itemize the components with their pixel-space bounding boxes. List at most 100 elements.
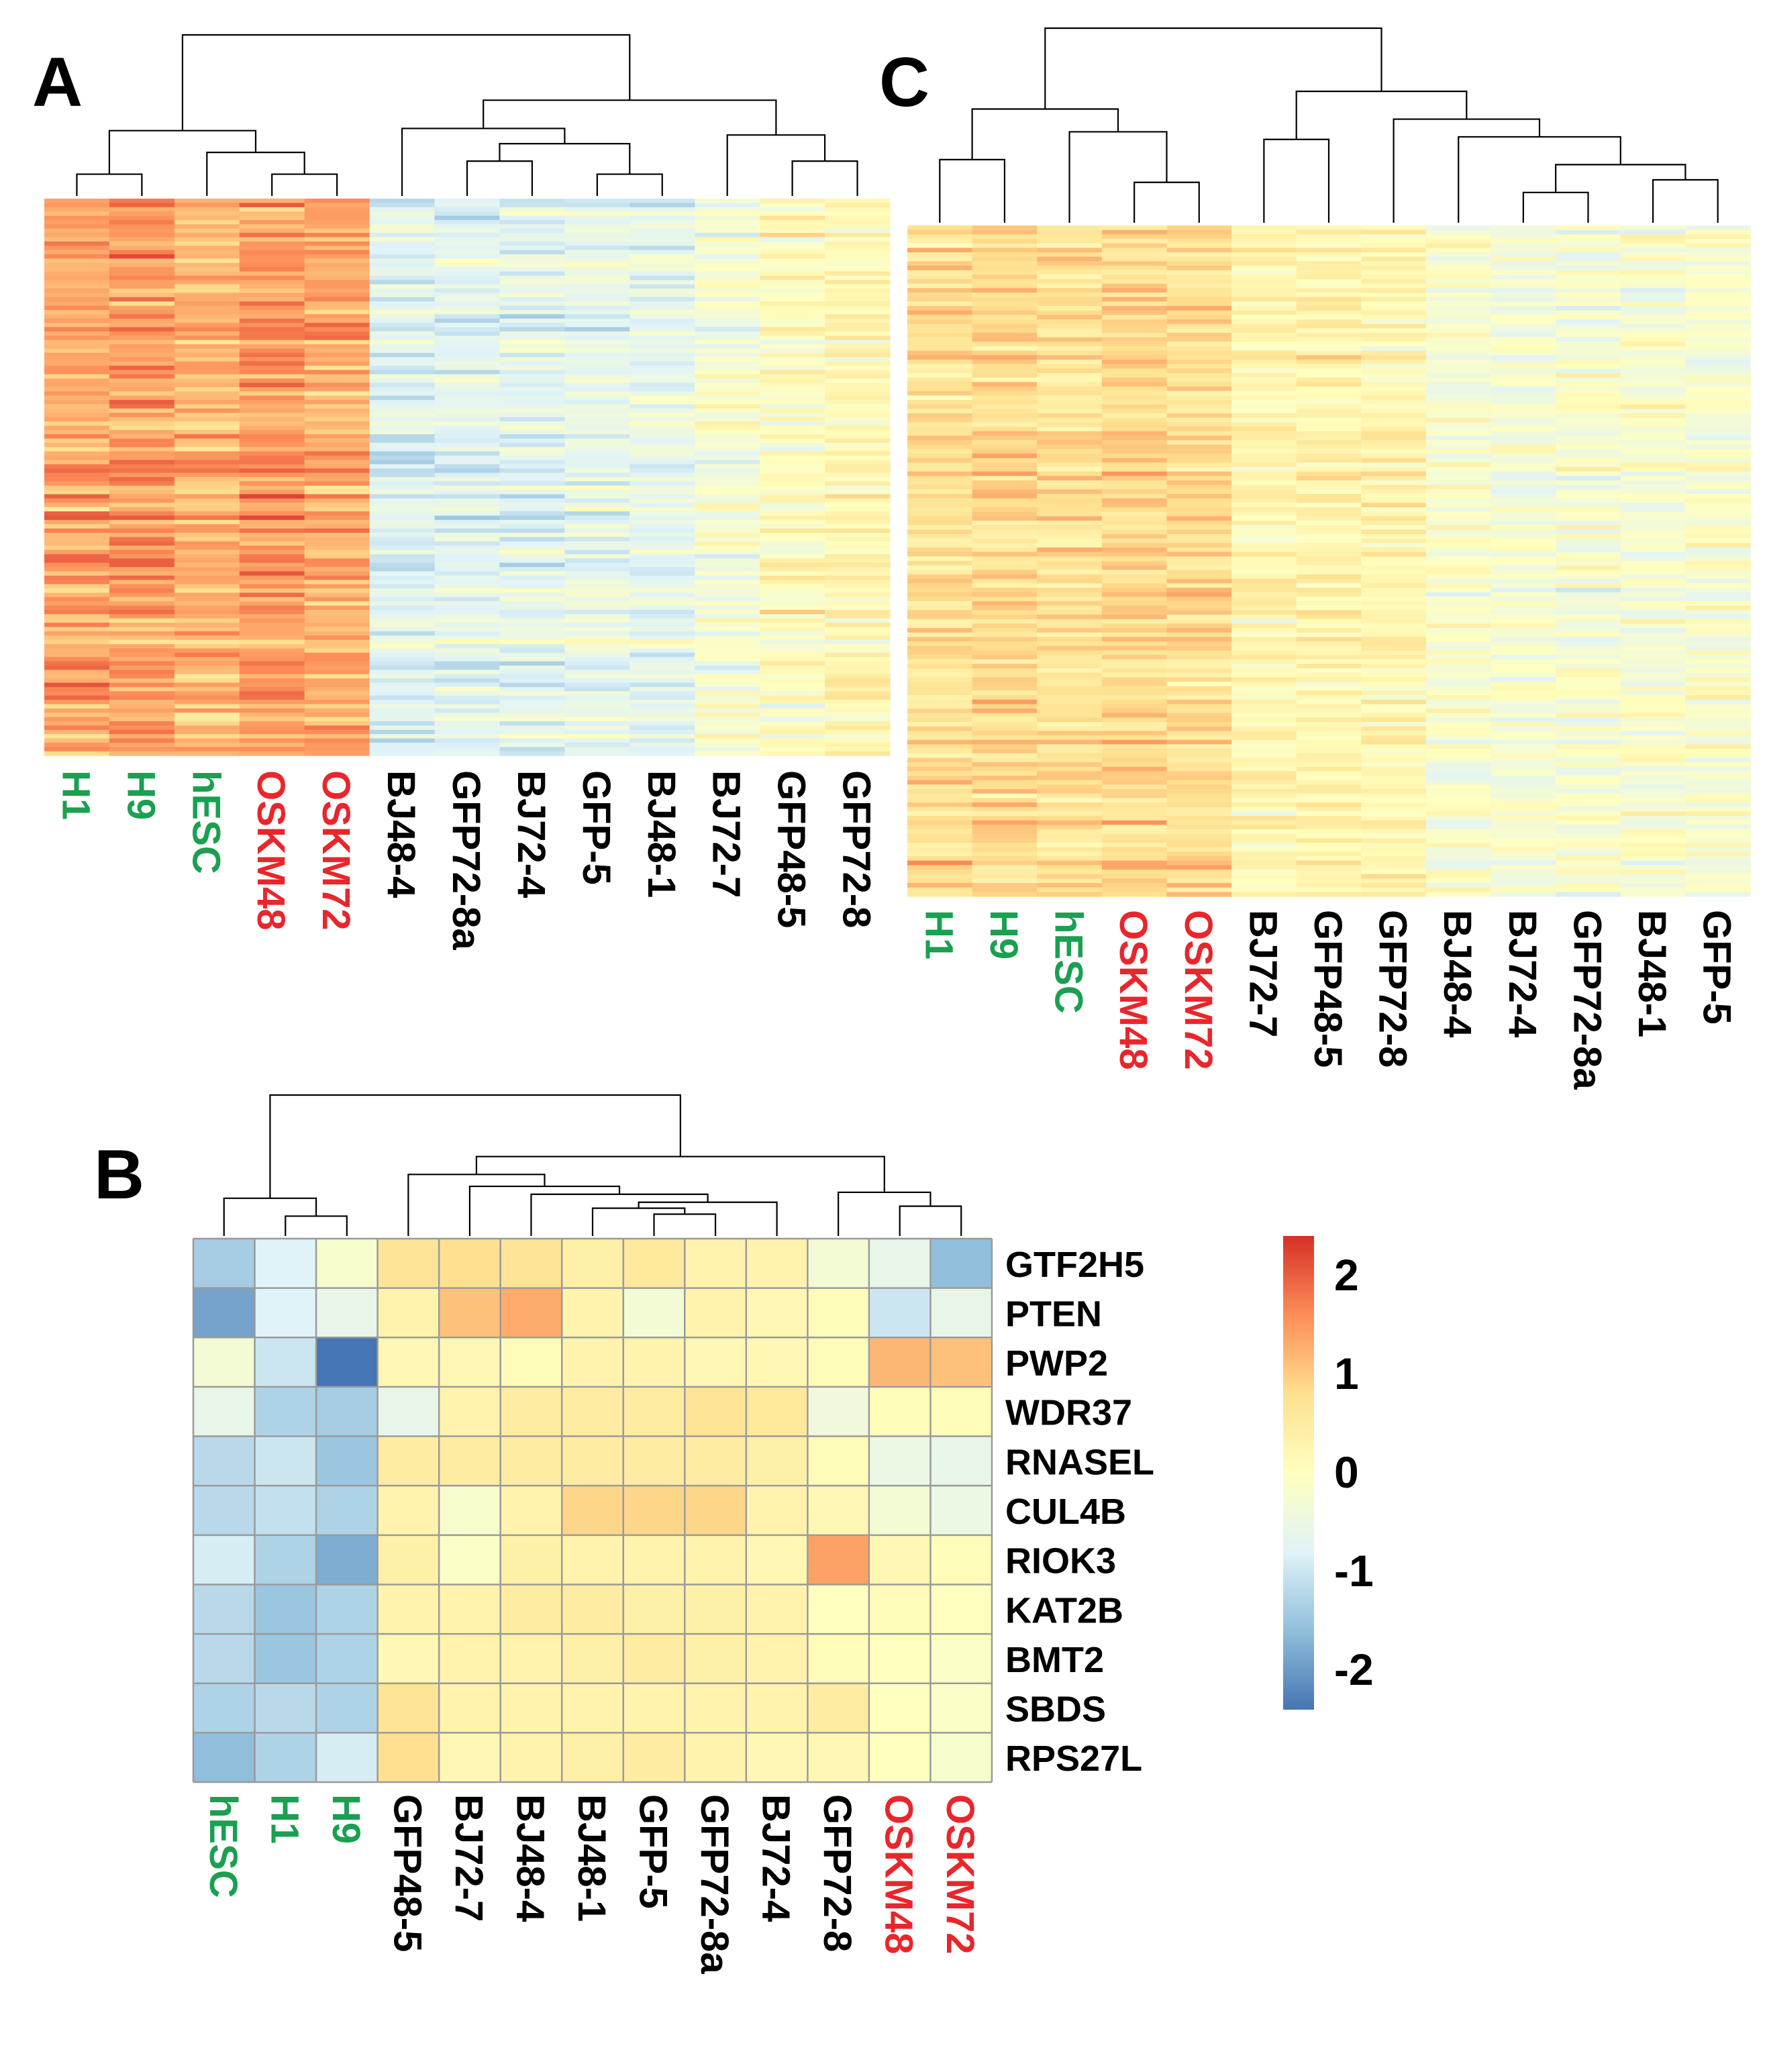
panel-a-cell [760, 490, 825, 495]
panel-c-cell [1101, 726, 1168, 731]
panel-c-cell [1231, 811, 1297, 817]
panel-a-cell [564, 575, 630, 580]
panel-c-cell [907, 243, 973, 248]
panel-b-cell [685, 1486, 746, 1535]
panel-c-cell [1361, 306, 1427, 311]
panel-a-cell [44, 601, 110, 607]
panel-c-cell [1491, 243, 1556, 248]
panel-a-cell [499, 695, 565, 701]
panel-c-cell [907, 771, 973, 776]
panel-c-cell [972, 892, 1038, 897]
panel-a-cell [239, 293, 305, 298]
panel-c-cell [972, 672, 1038, 678]
panel-a-cell [304, 460, 370, 465]
panel-c-cell [1425, 454, 1492, 459]
panel-b-cell [562, 1634, 623, 1684]
panel-a-cell [695, 747, 760, 752]
panel-c-cell [907, 234, 973, 240]
panel-c-cell [907, 252, 973, 258]
panel-a-cell [434, 275, 501, 280]
panel-a-cell [44, 507, 110, 512]
panel-c-cell [1685, 807, 1751, 812]
panel-a-cell [239, 644, 305, 649]
panel-c-cell [1231, 252, 1297, 258]
panel-c-cell [1037, 892, 1103, 897]
panel-c-cell [1361, 391, 1427, 396]
panel-c-cell [1425, 333, 1492, 338]
panel-a-cell [825, 357, 891, 362]
panel-c-cell [1361, 507, 1427, 513]
panel-c-cell [1296, 498, 1362, 503]
panel-c-cell [1425, 293, 1492, 298]
panel-a-cell [109, 674, 175, 679]
panel-a-cell [109, 267, 175, 272]
panel-a-cell [304, 323, 370, 328]
panel-a-cell [304, 211, 370, 217]
panel-c-cell [1296, 758, 1362, 763]
panel-c-cell [1425, 744, 1492, 749]
panel-c-cell [972, 762, 1038, 768]
panel-a-cell [695, 537, 760, 542]
panel-c-cell [1685, 655, 1751, 660]
panel-a-cell [760, 528, 825, 533]
panel-a-cell [304, 301, 370, 307]
panel-a-cell [304, 567, 370, 572]
panel-a-cell [239, 592, 305, 598]
panel-a-cell [369, 546, 436, 551]
panel-a-cell [825, 648, 891, 654]
panel-a-cell [499, 199, 565, 203]
panel-a-cell [174, 695, 240, 701]
panel-b-cell [562, 1683, 623, 1733]
panel-c-cell [972, 435, 1038, 441]
panel-a-cell [174, 584, 240, 589]
panel-c-cell [1361, 807, 1427, 812]
panel-c-cell [1231, 422, 1297, 427]
panel-a-cell [369, 725, 436, 731]
panel-c-cell [1166, 440, 1232, 446]
dendrograms-layer [76, 27, 1719, 1236]
panel-a-cell [109, 280, 175, 285]
panel-c-cell [1101, 480, 1168, 486]
panel-a-cell [434, 331, 501, 336]
panel-c-cell [1620, 771, 1686, 776]
panel-c-cell [1425, 637, 1492, 642]
panel-a-cell [109, 695, 175, 701]
panel-c-cell [1620, 494, 1686, 499]
panel-a-cell [695, 413, 760, 418]
panel-a-cell [629, 429, 695, 435]
panel-c-cell [1685, 713, 1751, 718]
panel-c-cell [1491, 288, 1556, 293]
panel-a-cell [369, 742, 436, 747]
panel-c-cell [1037, 735, 1103, 741]
panel-c-cell [1491, 597, 1556, 602]
panel-a-cell [44, 631, 110, 636]
panel-c-cell [1166, 833, 1232, 839]
panel-a-cell [44, 562, 110, 568]
panel-a-cell [109, 742, 175, 747]
panel-c-cell [1556, 400, 1621, 405]
panel-a-cell [239, 515, 305, 521]
panel-c-cell [972, 516, 1038, 521]
panel-a-cell [304, 468, 370, 474]
panel-c-cell [1425, 762, 1492, 768]
panel-c-cell [1620, 668, 1686, 674]
panel-c-cell [972, 789, 1038, 794]
panel-a-cell [760, 477, 825, 482]
panel-c-cell [1037, 887, 1103, 892]
panel-b-cell [500, 1634, 562, 1684]
panel-c-cell [1361, 704, 1427, 709]
panel-a-cell [239, 670, 305, 675]
panel-c-cell [972, 422, 1038, 427]
panel-c-cell [1101, 762, 1168, 768]
panel-c-cell [1166, 484, 1232, 490]
panel-c-cell [1231, 833, 1297, 839]
panel-c-cell [1556, 735, 1621, 741]
panel-a-cell [629, 211, 695, 217]
panel-c-cell [972, 538, 1038, 543]
panel-a-cell [825, 546, 891, 551]
panel-a-cell [564, 382, 630, 388]
panel-a-cell [239, 546, 305, 551]
panel-c-cell [1166, 435, 1232, 441]
panel-c-cell [1685, 449, 1751, 454]
panel-a-cell [695, 588, 760, 593]
